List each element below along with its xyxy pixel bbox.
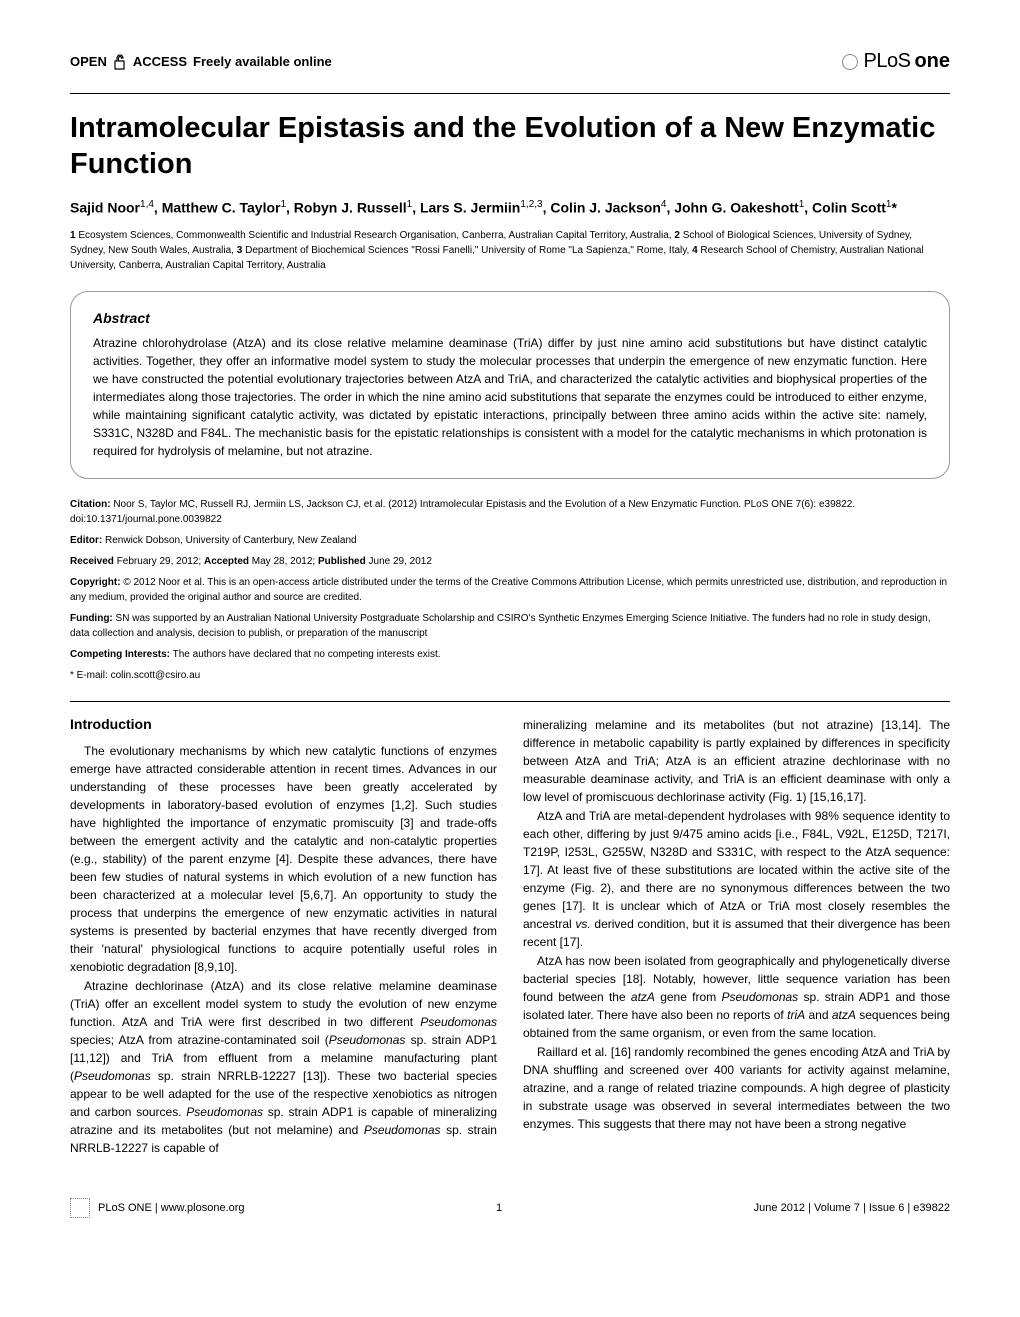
journal-plos: PLoS	[864, 50, 911, 73]
author-list: Sajid Noor1,4, Matthew C. Taylor1, Robyn…	[70, 197, 950, 219]
mid-divider	[70, 701, 950, 702]
journal-logo-circle-icon	[842, 54, 858, 70]
citation-line: Citation: Noor S, Taylor MC, Russell RJ,…	[70, 497, 950, 527]
funding-label: Funding:	[70, 613, 113, 624]
body-paragraph: Raillard et al. [16] randomly recombined…	[523, 1043, 950, 1133]
body-columns: Introduction The evolutionary mechanisms…	[70, 716, 950, 1158]
body-paragraph: AtzA has now been isolated from geograph…	[523, 952, 950, 1042]
page-footer: PLoS ONE | www.plosone.org 1 June 2012 |…	[70, 1198, 950, 1218]
footer-left: PLoS ONE | www.plosone.org	[70, 1198, 245, 1218]
journal-logo: PLoS one	[842, 50, 951, 73]
footer-right-text: June 2012 | Volume 7 | Issue 6 | e39822	[754, 1202, 950, 1214]
editor-label: Editor:	[70, 535, 102, 546]
email-label: * E-mail:	[70, 670, 108, 681]
header-row: OPEN ACCESS Freely available online PLoS…	[70, 50, 950, 73]
footer-page-number: 1	[496, 1202, 502, 1214]
open-access-open: OPEN	[70, 54, 107, 69]
competing-label: Competing Interests:	[70, 649, 170, 660]
published-text: June 29, 2012	[369, 556, 432, 567]
abstract-text: Atrazine chlorohydrolase (AtzA) and its …	[93, 334, 927, 460]
funding-text: SN was supported by an Australian Nation…	[70, 613, 930, 639]
article-title: Intramolecular Epistasis and the Evoluti…	[70, 110, 950, 183]
left-column: Introduction The evolutionary mechanisms…	[70, 716, 497, 1158]
footer-left-text: PLoS ONE | www.plosone.org	[98, 1202, 245, 1214]
open-access-access: ACCESS	[133, 54, 187, 69]
right-column: mineralizing melamine and its metabolite…	[523, 716, 950, 1158]
open-access-tagline: Freely available online	[193, 54, 332, 69]
affiliations-text: 1 Ecosystem Sciences, Commonwealth Scien…	[70, 230, 924, 271]
email-line: * E-mail: colin.scott@csiro.au	[70, 668, 950, 683]
copyright-line: Copyright: © 2012 Noor et al. This is an…	[70, 575, 950, 605]
open-access-badge: OPEN ACCESS Freely available online	[70, 54, 332, 70]
received-label: Received	[70, 556, 114, 567]
email-text: colin.scott@csiro.au	[111, 670, 201, 681]
body-paragraph: AtzA and TriA are metal-dependent hydrol…	[523, 807, 950, 951]
editor-line: Editor: Renwick Dobson, University of Ca…	[70, 533, 950, 548]
editor-text: Renwick Dobson, University of Canterbury…	[105, 535, 357, 546]
competing-text: The authors have declared that no compet…	[173, 649, 441, 660]
top-divider	[70, 93, 950, 94]
copyright-text: © 2012 Noor et al. This is an open-acces…	[70, 577, 947, 603]
affiliations: 1 Ecosystem Sciences, Commonwealth Scien…	[70, 228, 950, 273]
abstract-heading: Abstract	[93, 310, 927, 326]
citation-label: Citation:	[70, 499, 111, 510]
dates-line: Received February 29, 2012; Accepted May…	[70, 554, 950, 569]
article-metadata: Citation: Noor S, Taylor MC, Russell RJ,…	[70, 497, 950, 683]
body-paragraph: mineralizing melamine and its metabolite…	[523, 716, 950, 806]
citation-text: Noor S, Taylor MC, Russell RJ, Jermiin L…	[70, 499, 855, 525]
journal-one: one	[914, 50, 950, 73]
accepted-label: Accepted	[204, 556, 249, 567]
unlock-icon	[113, 54, 127, 70]
accepted-text: May 28, 2012;	[252, 556, 315, 567]
published-label: Published	[318, 556, 366, 567]
competing-line: Competing Interests: The authors have de…	[70, 647, 950, 662]
footer-logo-icon	[70, 1198, 90, 1218]
introduction-heading: Introduction	[70, 716, 497, 732]
body-paragraph: Atrazine dechlorinase (AtzA) and its clo…	[70, 977, 497, 1157]
received-text: February 29, 2012;	[117, 556, 202, 567]
copyright-label: Copyright:	[70, 577, 121, 588]
funding-line: Funding: SN was supported by an Australi…	[70, 611, 950, 641]
body-paragraph: The evolutionary mechanisms by which new…	[70, 742, 497, 976]
abstract-box: Abstract Atrazine chlorohydrolase (AtzA)…	[70, 291, 950, 479]
